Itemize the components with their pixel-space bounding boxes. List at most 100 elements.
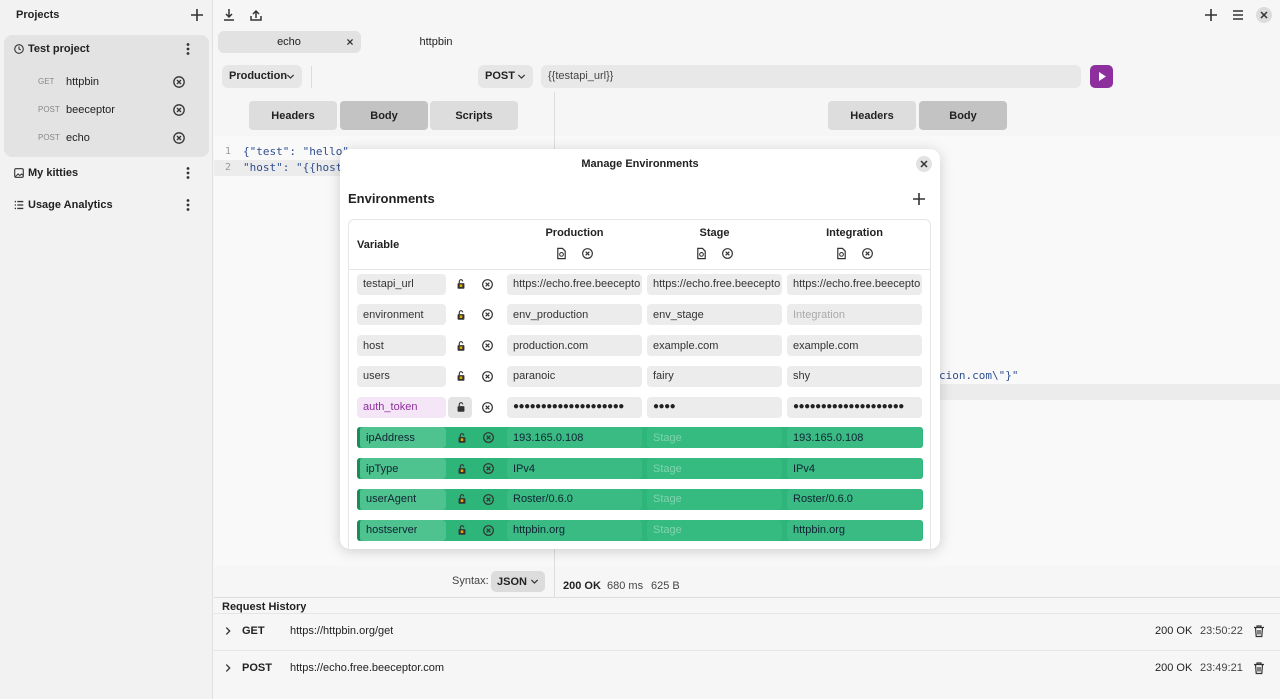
edit-environment-button[interactable] [835,247,848,260]
variable-value-field[interactable]: IPv4 [507,458,642,479]
remove-variable-button[interactable] [481,370,494,383]
variable-value-field[interactable]: Stage [647,519,782,541]
variable-name-field[interactable]: ipType [360,458,446,479]
variable-value-field[interactable]: Stage [647,427,782,449]
remove-variable-button[interactable] [481,278,494,291]
variable-value-field[interactable]: paranoic [507,365,642,387]
remove-variable-button[interactable] [482,524,495,537]
history-row[interactable] [214,650,1280,686]
close-tab-button[interactable] [344,36,356,48]
remove-variable-button[interactable] [482,462,495,475]
history-row[interactable] [214,613,1280,649]
remove-request-button[interactable] [172,131,186,145]
add-project-button[interactable] [190,8,204,22]
variable-value-field[interactable]: Roster/0.6.0 [787,488,922,510]
lock-toggle[interactable] [455,340,467,352]
variable-name-field[interactable]: testapi_url [357,273,446,295]
environment-select[interactable]: Production [222,65,302,88]
upload-button[interactable] [249,8,263,22]
download-button[interactable] [222,8,236,22]
edit-environment-button[interactable] [555,247,568,260]
variable-value-field[interactable]: production.com [507,335,642,356]
lock-toggle[interactable] [455,401,467,413]
variable-value-field[interactable]: httpbin.org [507,519,642,541]
close-modal-button[interactable] [916,156,932,172]
variable-value-field[interactable]: IPv4 [787,458,922,479]
variable-value-field[interactable]: ●●●●●●●●●●●●●●●●●●●● [507,396,642,418]
remove-variable-button[interactable] [482,431,495,444]
add-environment-button[interactable] [912,192,926,206]
variable-value-field[interactable]: https://echo.free.beecepto [787,273,922,295]
variable-value-field[interactable]: example.com [647,335,782,356]
expand-chevron[interactable] [222,625,234,637]
variable-value-field[interactable]: ●●●● [647,396,782,418]
project-menu-button[interactable] [181,42,195,56]
lock-toggle[interactable] [456,524,468,536]
variable-value-field[interactable]: env_production [507,304,642,326]
variable-value-field[interactable]: Roster/0.6.0 [507,488,642,510]
delete-environment-button[interactable] [581,247,594,260]
variable-name-field[interactable]: hostserver [360,519,446,541]
close-window-button[interactable] [1256,7,1272,23]
variable-value-field[interactable]: Stage [647,488,782,510]
variable-value-field[interactable]: fairy [647,365,782,387]
lock-toggle[interactable] [456,432,468,444]
request-name[interactable]: echo [66,132,90,144]
variable-name-field[interactable]: ipAddress [360,427,446,449]
variable-value-field[interactable]: shy [787,365,922,387]
delete-environment-button[interactable] [861,247,874,260]
remove-variable-button[interactable] [481,308,494,321]
project-menu-button[interactable] [181,166,195,180]
expand-chevron[interactable] [222,662,234,674]
icon-part [484,373,490,379]
menu-button[interactable] [1231,8,1245,22]
project-menu-button[interactable] [181,198,195,212]
variable-name-field[interactable]: environment [357,304,446,326]
variable-name-field[interactable]: auth_token [357,396,446,418]
url-input[interactable]: {{testapi_url}} [541,65,1081,88]
delete-history-button[interactable] [1252,661,1266,675]
lock-toggle[interactable] [456,463,468,475]
remove-request-button[interactable] [172,75,186,89]
variable-value-field[interactable]: Integration [787,304,922,326]
syntax-select[interactable]: JSON [491,571,545,592]
variable-value-field[interactable]: 193.165.0.108 [507,427,642,449]
variable-value-field[interactable]: https://echo.free.beecepto [647,273,782,295]
variable-value-field[interactable]: env_stage [647,304,782,326]
remove-variable-button[interactable] [481,339,494,352]
variable-value-field[interactable]: example.com [787,335,922,356]
remove-variable-button[interactable] [482,493,495,506]
section-tab[interactable]: Body [340,101,428,130]
request-name[interactable]: beeceptor [66,104,115,116]
variable-name-field[interactable]: host [357,335,446,356]
tab-label[interactable]: echo [277,36,301,48]
tab-label[interactable]: httpbin [419,36,453,48]
section-tab[interactable]: Headers [249,101,337,130]
section-tab[interactable]: Headers [828,101,916,130]
variable-value-field[interactable]: https://echo.free.beecepto [507,273,642,295]
remove-request-button[interactable] [172,103,186,117]
lock-toggle[interactable] [456,493,468,505]
variable-value-field[interactable]: 193.165.0.108 [787,427,922,449]
lock-toggle[interactable] [455,370,467,382]
variable-name-field[interactable]: userAgent [360,488,446,510]
delete-environment-button[interactable] [721,247,734,260]
project-name[interactable]: My kitties [28,167,79,179]
variable-name-field[interactable]: users [357,365,446,387]
section-tab[interactable]: Body [919,101,1007,130]
variable-value-field[interactable]: Stage [647,458,782,479]
method-select[interactable]: POST [478,65,533,88]
remove-variable-button[interactable] [481,401,494,414]
lock-toggle[interactable] [455,278,467,290]
lock-toggle[interactable] [455,309,467,321]
new-tab-button[interactable] [1204,8,1218,22]
project-name[interactable]: Test project [28,43,90,55]
variable-value-field[interactable]: httpbin.org [787,519,922,541]
request-name[interactable]: httpbin [66,76,100,88]
variable-value-field[interactable]: ●●●●●●●●●●●●●●●●●●●● [787,396,922,418]
project-name[interactable]: Usage Analytics [28,199,113,211]
section-tab[interactable]: Scripts [430,101,518,130]
edit-environment-button[interactable] [695,247,708,260]
send-button[interactable] [1090,65,1113,88]
delete-history-button[interactable] [1252,624,1266,638]
